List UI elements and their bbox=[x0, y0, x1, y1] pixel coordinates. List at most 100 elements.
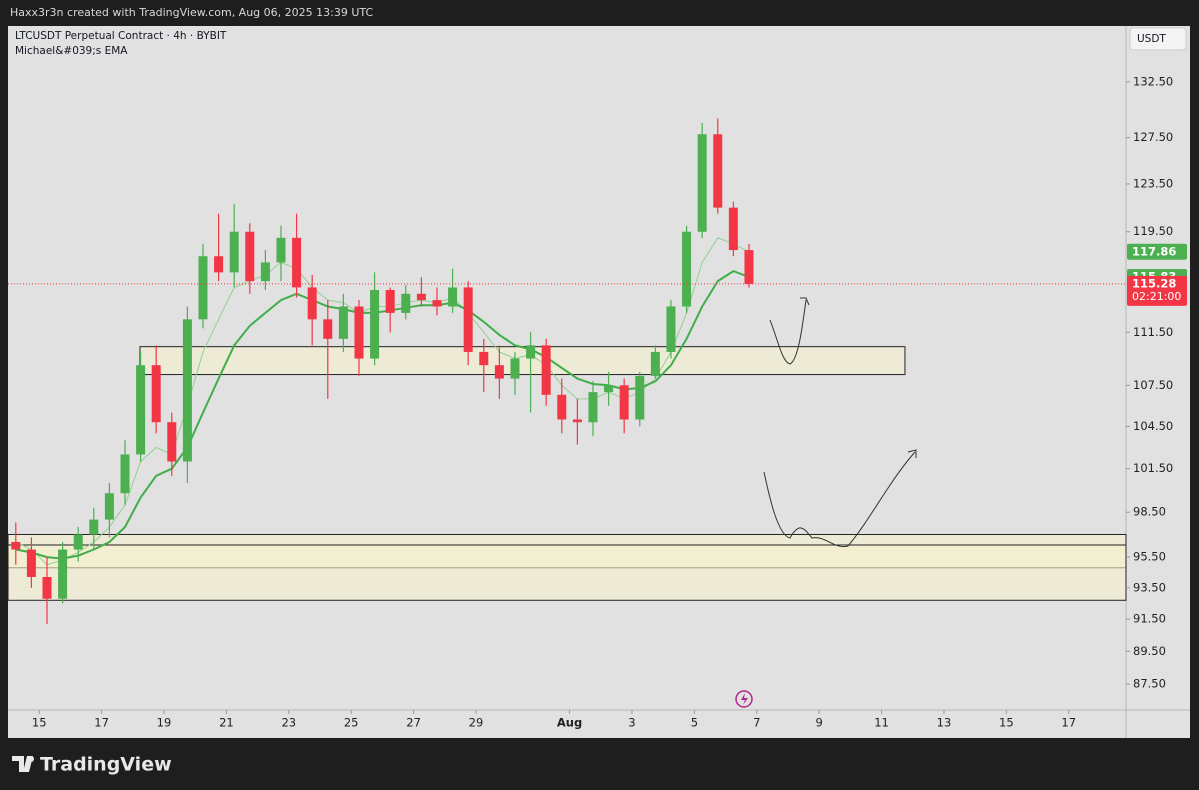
countdown: 02:21:00 bbox=[1132, 290, 1181, 303]
candle-body bbox=[73, 534, 83, 550]
candle-body bbox=[370, 289, 380, 359]
brand-logo bbox=[12, 756, 33, 772]
x-tick-label: 5 bbox=[691, 716, 698, 730]
y-tick-label: 119.50 bbox=[1133, 224, 1173, 238]
y-tick-label: 93.50 bbox=[1133, 580, 1166, 594]
price-badge bbox=[1127, 275, 1187, 306]
header-title: Haxx3r3n created with TradingView.com, A… bbox=[10, 6, 373, 19]
candle-body bbox=[245, 231, 255, 282]
y-tick-label: 98.50 bbox=[1133, 505, 1166, 519]
candle-body bbox=[26, 549, 36, 577]
candle-body bbox=[572, 419, 582, 423]
candle-body bbox=[323, 319, 333, 339]
candle-body bbox=[604, 385, 614, 393]
candle-body bbox=[182, 319, 192, 462]
indicator-name: Michael&#039;s EMA bbox=[15, 45, 128, 57]
sketch-arrow bbox=[769, 299, 807, 365]
candle-body bbox=[432, 300, 442, 307]
x-tick-label: 15 bbox=[999, 716, 1014, 730]
x-tick-label: 9 bbox=[815, 716, 822, 730]
x-tick-label: 17 bbox=[94, 716, 109, 730]
brand-dot bbox=[28, 756, 34, 762]
zone bbox=[7, 544, 1127, 601]
candle-body bbox=[588, 392, 598, 423]
x-tick-label: 3 bbox=[628, 716, 635, 730]
candle-body bbox=[463, 287, 473, 352]
candle-body bbox=[151, 365, 161, 423]
candle-body bbox=[744, 250, 754, 284]
candle-body bbox=[89, 519, 99, 535]
x-tick-label: 19 bbox=[157, 716, 172, 730]
icon-bolt bbox=[741, 693, 748, 705]
candle-body bbox=[416, 293, 426, 301]
candle-body bbox=[229, 231, 239, 273]
candle-body bbox=[401, 293, 411, 313]
brand-name: TradingView bbox=[40, 754, 172, 776]
candle-body bbox=[713, 134, 723, 208]
candle-body bbox=[136, 365, 146, 455]
candle-body bbox=[338, 306, 348, 339]
zone bbox=[139, 346, 906, 376]
y-tick-label: 123.50 bbox=[1133, 176, 1173, 190]
candle-body bbox=[120, 454, 130, 494]
x-tick-label: 17 bbox=[1061, 716, 1076, 730]
y-tick-label: 91.50 bbox=[1133, 612, 1166, 626]
candle-body bbox=[650, 351, 660, 376]
candle-body bbox=[276, 237, 286, 263]
y-tick-label: 104.50 bbox=[1133, 419, 1173, 433]
currency-box[interactable] bbox=[1129, 27, 1187, 51]
candle-body bbox=[697, 134, 707, 232]
candle-body bbox=[167, 422, 177, 462]
candle-body bbox=[214, 256, 224, 273]
candle-body bbox=[385, 289, 395, 313]
x-tick-label: 7 bbox=[753, 716, 760, 730]
candle-body bbox=[11, 541, 21, 550]
candle-body bbox=[292, 237, 302, 288]
candle-body bbox=[42, 576, 52, 599]
y-tick-label: 87.50 bbox=[1133, 677, 1166, 691]
brand: TradingView bbox=[12, 754, 172, 776]
currency: USDT bbox=[1137, 33, 1166, 45]
candle-body bbox=[728, 207, 738, 251]
candle-body bbox=[526, 345, 536, 359]
price-badge-label: 115.28 bbox=[1132, 276, 1176, 290]
y-tick-label: 107.50 bbox=[1133, 378, 1173, 392]
chart-title: LTCUSDT Perpetual Contract · 4h · BYBIT bbox=[15, 30, 227, 42]
price-badge bbox=[1127, 243, 1187, 260]
candle-body bbox=[104, 493, 114, 520]
x-tick-label: 13 bbox=[937, 716, 952, 730]
candle-body bbox=[666, 306, 676, 352]
x-tick-label: 25 bbox=[344, 716, 359, 730]
drawings bbox=[763, 297, 917, 548]
icon-ring bbox=[735, 690, 753, 708]
chart-area bbox=[8, 26, 1190, 738]
x-tick-label: 21 bbox=[219, 716, 234, 730]
candle-body bbox=[260, 262, 270, 282]
price-badge-label: 117.86 bbox=[1132, 244, 1176, 258]
candle-body bbox=[494, 365, 504, 379]
y-tick-label: 127.50 bbox=[1133, 130, 1173, 144]
candle-body bbox=[682, 231, 692, 307]
candle-body bbox=[541, 345, 551, 395]
x-tick-label: 27 bbox=[406, 716, 421, 730]
candle-body bbox=[307, 287, 317, 320]
x-tick-label: 23 bbox=[281, 716, 296, 730]
x-tick-label: Aug bbox=[557, 716, 582, 730]
y-tick-label: 132.50 bbox=[1133, 74, 1173, 88]
y-tick-label: 95.50 bbox=[1133, 550, 1166, 564]
x-tick-label: 29 bbox=[469, 716, 484, 730]
x-tick-label: 15 bbox=[32, 716, 47, 730]
candle-body bbox=[58, 549, 68, 599]
sketch-arrow bbox=[763, 451, 916, 548]
candle-body bbox=[510, 358, 520, 379]
candle-body bbox=[354, 306, 364, 359]
candle-body bbox=[557, 394, 567, 420]
alert-icon[interactable] bbox=[735, 690, 753, 708]
candle-body bbox=[448, 287, 458, 307]
candle-body bbox=[635, 375, 645, 420]
candle-body bbox=[198, 256, 208, 320]
y-tick-label: 101.50 bbox=[1133, 461, 1173, 475]
arrow-head bbox=[800, 297, 810, 306]
